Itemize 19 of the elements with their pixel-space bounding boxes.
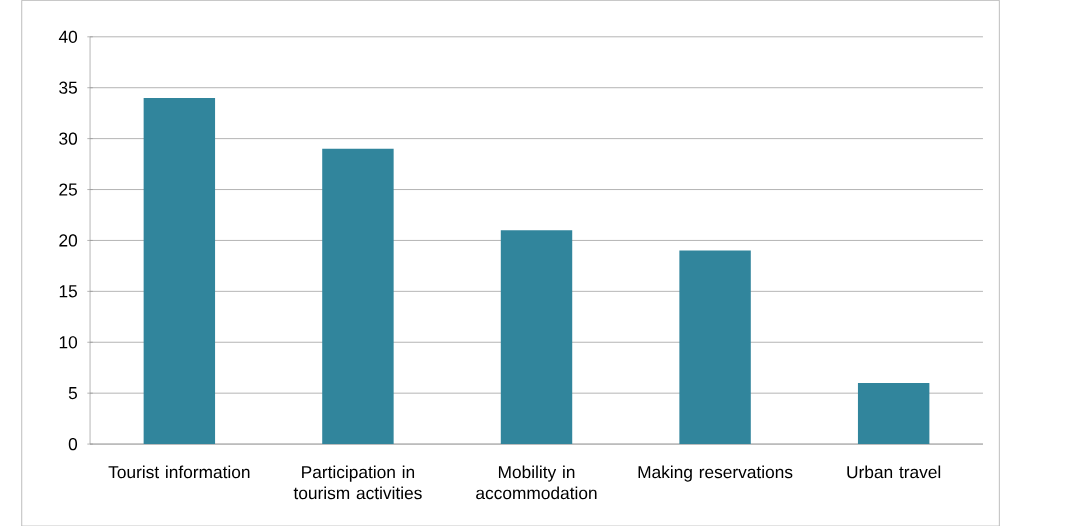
y-tick-label: 5 xyxy=(68,386,77,399)
y-tick-label: 30 xyxy=(59,132,78,145)
y-tick-label: 40 xyxy=(58,30,78,43)
x-tick-label: Tourist information xyxy=(108,465,250,479)
bar xyxy=(679,250,751,444)
x-tick-label: Mobility in accommodation xyxy=(476,465,597,499)
bar xyxy=(500,230,573,444)
y-tick-label: 25 xyxy=(59,183,77,196)
x-tick-label: Participation in tourism activities xyxy=(293,465,422,499)
x-tick-label: Making reservations xyxy=(638,465,793,482)
y-tick-label: 15 xyxy=(59,285,77,298)
bar xyxy=(143,97,216,444)
bar xyxy=(857,382,930,444)
x-tick-label: Urban travel xyxy=(847,465,941,479)
bar xyxy=(322,148,394,444)
y-tick-label: 10 xyxy=(59,335,78,349)
y-tick-label: 35 xyxy=(59,81,77,94)
y-tick-label: 0 xyxy=(68,437,78,450)
y-tick-label: 20 xyxy=(59,234,78,247)
